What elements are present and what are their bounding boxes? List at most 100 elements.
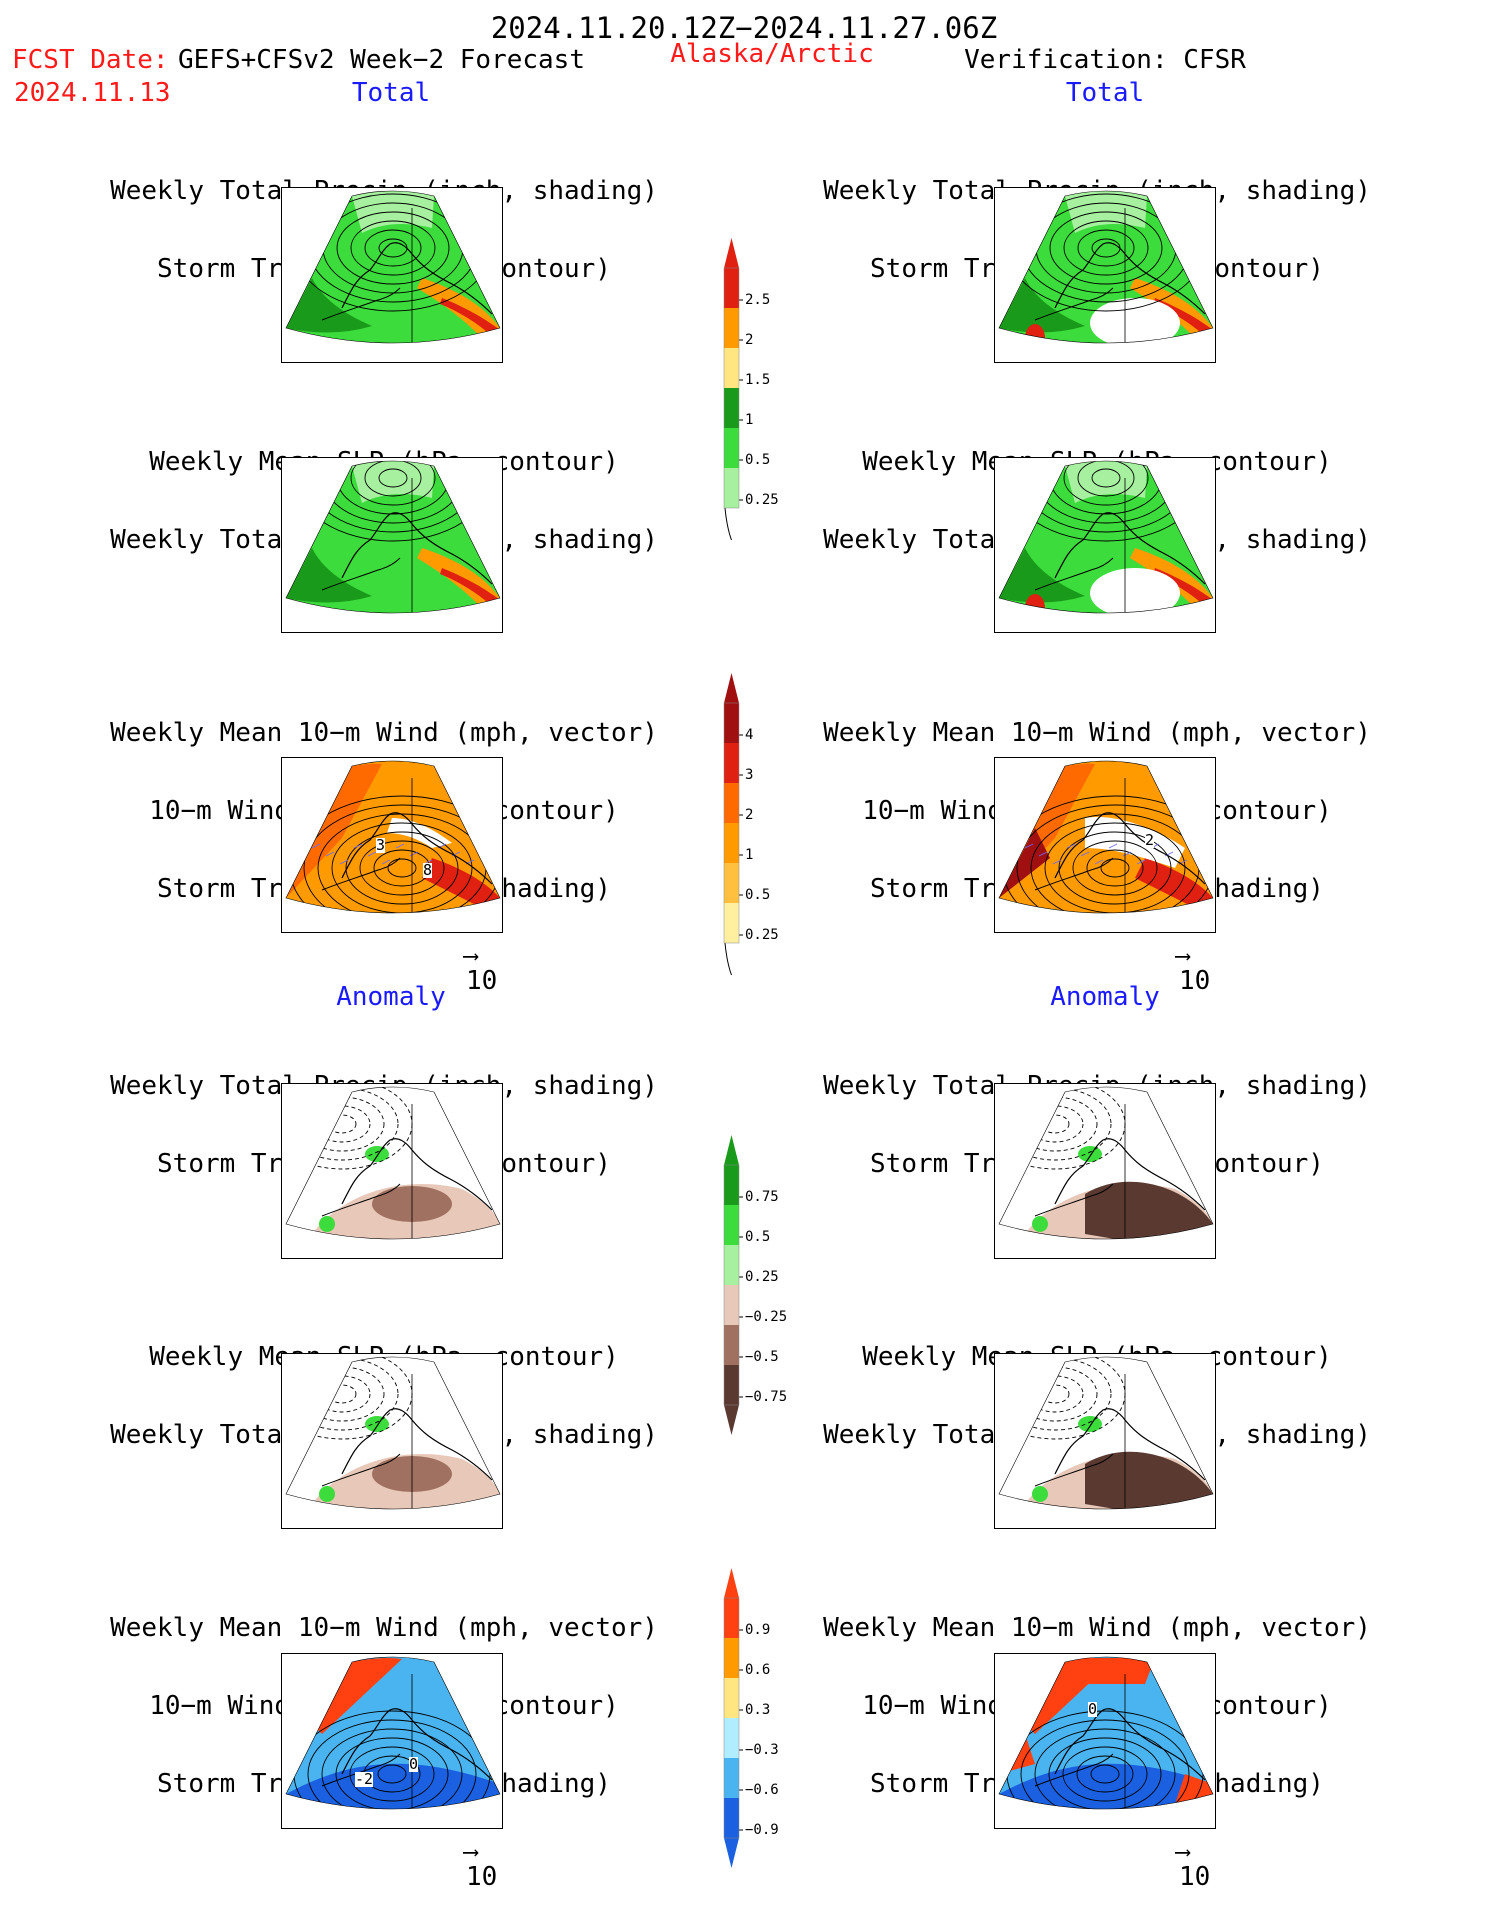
colorbar-swatch	[724, 1165, 739, 1205]
coastline	[1054, 1138, 1206, 1211]
wind-vector	[325, 851, 335, 857]
map-slp-precip-total-right	[994, 457, 1216, 633]
colorbar-swatch	[724, 863, 739, 903]
wind-vector	[353, 843, 363, 849]
map-wind-storm-total-right	[994, 757, 1216, 933]
coastline	[1034, 1753, 1114, 1787]
colorbar-label: 0.25	[745, 492, 779, 508]
colorbar-label: 2.5	[745, 292, 771, 308]
contour-line	[1062, 1746, 1148, 1802]
map-graphic	[998, 1356, 1214, 1510]
coastline	[341, 512, 493, 585]
colorbar-label: 0.5	[745, 1229, 771, 1245]
precip-shading-dark	[286, 278, 372, 333]
colorbar-label: 3	[745, 767, 754, 783]
reference-vector-label: 10	[1179, 1862, 1211, 1892]
map-graphic	[285, 1656, 501, 1810]
map-wind-storm-anom-right	[994, 1653, 1216, 1829]
map-precip-storm-anom-left	[281, 1083, 503, 1259]
colorbar-swatch	[724, 428, 739, 468]
colorbar-label: 1	[745, 847, 754, 863]
contour-line	[1100, 858, 1130, 878]
colorbar-swatch	[724, 1678, 739, 1718]
contour-line	[1077, 461, 1135, 497]
colorbar-outline	[723, 1597, 740, 1839]
storm-shading-high	[286, 763, 382, 898]
contour-line	[1048, 1737, 1162, 1809]
colorbar-label: 0.5	[745, 887, 771, 903]
colorbar-storm-anom	[723, 1568, 743, 1868]
colorbar-top-triangle	[724, 1135, 739, 1165]
map-slp-precip-anom-left	[281, 1353, 503, 1529]
map-precip-storm-total-left	[281, 187, 503, 363]
colorbar-label: −0.75	[745, 1389, 788, 1405]
domain-outline	[998, 1356, 1214, 1510]
wind-vector	[311, 843, 321, 849]
anom-shading-wet	[1078, 1416, 1102, 1432]
map-graphic	[998, 460, 1214, 614]
colorbar-top-triangle	[724, 238, 739, 268]
wind-vector	[395, 843, 405, 849]
contour-line	[359, 840, 445, 896]
contour-label: 2	[1145, 831, 1155, 849]
storm-anom-shading-high	[1075, 1658, 1155, 1684]
reference-vector-arrow: ⟶	[1176, 1840, 1190, 1865]
colorbar-swatch	[724, 1285, 739, 1325]
domain-outline	[285, 190, 501, 344]
wind-vector	[381, 859, 391, 865]
colorbar-label: 0.5	[745, 452, 771, 468]
section-anomaly-left: Anomaly	[336, 982, 446, 1012]
contour-label: -2	[355, 1770, 374, 1788]
colorbar-label: 0.6	[745, 1662, 771, 1678]
colorbar-outline	[723, 1164, 740, 1406]
anom-shading-wet	[365, 1416, 389, 1432]
anom-shading-wet	[1078, 1146, 1102, 1162]
contour-line	[364, 461, 422, 497]
precip-shading-dark	[286, 548, 372, 603]
colorbar-label: 1	[745, 412, 754, 428]
domain-outline	[285, 1656, 501, 1810]
anom-shading-wet	[1032, 1216, 1048, 1232]
contour-line	[336, 211, 450, 285]
fcst-date-label: FCST Date:	[12, 45, 169, 75]
coastline	[1054, 1708, 1206, 1781]
colorbar-label: 0.75	[745, 1189, 779, 1205]
wind-vector	[1136, 859, 1146, 865]
wind-vector	[367, 851, 377, 857]
domain-outline	[285, 460, 501, 614]
storm-anom-shading-low	[999, 1763, 1213, 1809]
map-precip-storm-anom-right	[994, 1083, 1216, 1259]
map-wind-storm-anom-left	[281, 1653, 503, 1829]
contour-line	[1076, 1755, 1134, 1793]
contour-line	[335, 1737, 449, 1809]
coastline	[321, 1753, 401, 1787]
contour-line	[387, 858, 417, 878]
coastline	[1054, 812, 1206, 885]
map-wind-storm-total-left	[281, 757, 503, 933]
coastline	[1034, 1453, 1114, 1487]
contour-label: 3	[376, 836, 386, 854]
contour-line	[1077, 229, 1135, 267]
coastline	[341, 242, 493, 315]
map-graphic	[998, 1086, 1214, 1240]
precip-shading-dark	[999, 548, 1085, 603]
coastline	[341, 1708, 493, 1781]
wind-vector	[1052, 859, 1062, 865]
colorbar-label: 0.3	[745, 1702, 771, 1718]
contour-line	[349, 1746, 435, 1802]
region-label: Alaska/Arctic	[670, 39, 874, 69]
contour-line	[1063, 220, 1149, 276]
anom-shading-wet	[319, 1486, 335, 1502]
colorbar-swatch	[724, 268, 739, 308]
domain-outline	[998, 1086, 1214, 1240]
storm-shading-max	[422, 858, 500, 908]
wind-vector	[1108, 843, 1118, 849]
colorbar-label: 0.9	[745, 1622, 771, 1638]
coastline	[1034, 857, 1114, 891]
wind-vector	[1122, 851, 1132, 857]
contour-line	[307, 1719, 477, 1809]
contour-line	[350, 220, 436, 276]
wind-vector	[339, 859, 349, 865]
precip-shading-max	[1025, 324, 1045, 343]
colorbar-label: 0.25	[745, 927, 779, 943]
